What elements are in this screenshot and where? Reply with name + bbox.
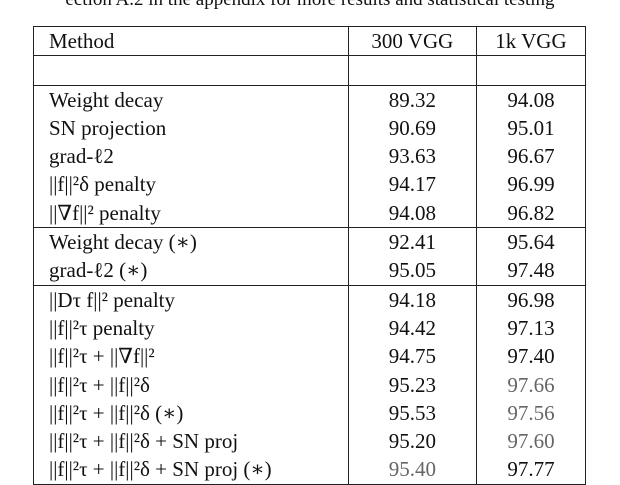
header-row: Method 300 VGG 1k VGG: [33, 25, 587, 57]
method-cell: ||f||²τ + ||f||²δ + SN proj: [33, 427, 349, 456]
value-300-vgg-highlight-bold: 95.53: [347, 398, 477, 428]
table-row: ||f||²τ + ||∇f||² 94.75 97.40: [33, 342, 587, 371]
results-table: Method 300 VGG 1k VGG Weight decay 89.32…: [33, 25, 587, 485]
value-300-vgg: 94.08: [347, 198, 477, 228]
method-cell: ||f||²τ + ||f||²δ: [33, 370, 349, 399]
value-1k-vgg: 96.82: [475, 198, 587, 228]
value-1k-vgg-highlight-gray: 97.60: [475, 427, 587, 456]
table-row: SN projection 90.69 95.01: [33, 113, 587, 143]
value-300-vgg: 95.20: [347, 427, 477, 456]
value-300-vgg: 94.17: [347, 170, 477, 199]
header-method: Method: [33, 25, 349, 57]
table-row: grad-ℓ2 (∗) 95.05 97.48: [33, 256, 587, 286]
value-300-vgg: 94.75: [347, 342, 477, 371]
value-300-vgg: 94.42: [347, 313, 477, 343]
method-cell: ||Dτ f||² penalty: [33, 284, 349, 314]
value-1k-vgg: 96.67: [475, 142, 587, 171]
table-row: ||f||²τ + ||f||²δ 95.23 97.66: [33, 370, 587, 399]
value-300-vgg: 89.32: [347, 84, 477, 114]
caption-fragment: ection A.2 in the appendix for more resu…: [0, 0, 620, 11]
table-row: ||∇f||² penalty 94.08 96.82: [33, 198, 587, 228]
method-cell: ||f||²τ penalty: [33, 313, 349, 343]
method-cell: ||f||²τ + ||f||²δ (∗): [33, 398, 349, 428]
table-row: ||f||²τ + ||f||²δ (∗) 95.53 97.56: [33, 398, 587, 428]
table-row: ||f||²τ + ||f||²δ + SN proj 95.20 97.60: [33, 427, 587, 456]
method-cell: grad-ℓ2: [33, 142, 349, 171]
table-row: ||Dτ f||² penalty 94.18 96.98: [33, 284, 587, 314]
method-cell: ||f||²τ + ||∇f||²: [33, 342, 349, 371]
value-300-vgg: 94.18: [347, 284, 477, 314]
table-row: Weight decay 89.32 94.08: [33, 84, 587, 114]
value-1k-vgg: 97.13: [475, 313, 587, 343]
value-1k-vgg: 96.99: [475, 170, 587, 199]
value-300-vgg: 95.05: [347, 256, 477, 286]
header-gap: [33, 55, 587, 86]
method-cell: ||∇f||² penalty: [33, 198, 349, 228]
method-cell: Weight decay: [33, 84, 349, 114]
table-row: grad-ℓ2 93.63 96.67: [33, 142, 587, 171]
header-300-vgg: 300 VGG: [347, 25, 477, 57]
method-cell: ||f||²δ penalty: [33, 170, 349, 199]
value-1k-vgg: 95.64: [475, 227, 587, 257]
table-row: ||f||²δ penalty 94.17 96.99: [33, 170, 587, 199]
table-row: Weight decay (∗) 92.41 95.64: [33, 227, 587, 257]
method-cell: Weight decay (∗): [33, 227, 349, 257]
value-300-vgg: 90.69: [347, 113, 477, 143]
value-1k-vgg: 96.98: [475, 284, 587, 314]
value-1k-vgg: 94.08: [475, 84, 587, 114]
value-1k-vgg: 97.40: [475, 342, 587, 371]
value-300-vgg: 95.23: [347, 370, 477, 399]
value-1k-vgg-highlight-gray: 97.66: [475, 370, 587, 399]
table-row: ||f||²τ penalty 94.42 97.13: [33, 313, 587, 343]
value-1k-vgg: 97.48: [475, 256, 587, 286]
method-cell: grad-ℓ2 (∗): [33, 256, 349, 286]
value-300-vgg: 92.41: [347, 227, 477, 257]
header-1k-vgg: 1k VGG: [475, 25, 587, 57]
value-1k-vgg-highlight-gray: 97.56: [475, 398, 587, 428]
method-cell: SN projection: [33, 113, 349, 143]
value-300-vgg: 93.63: [347, 142, 477, 171]
value-1k-vgg: 95.01: [475, 113, 587, 143]
